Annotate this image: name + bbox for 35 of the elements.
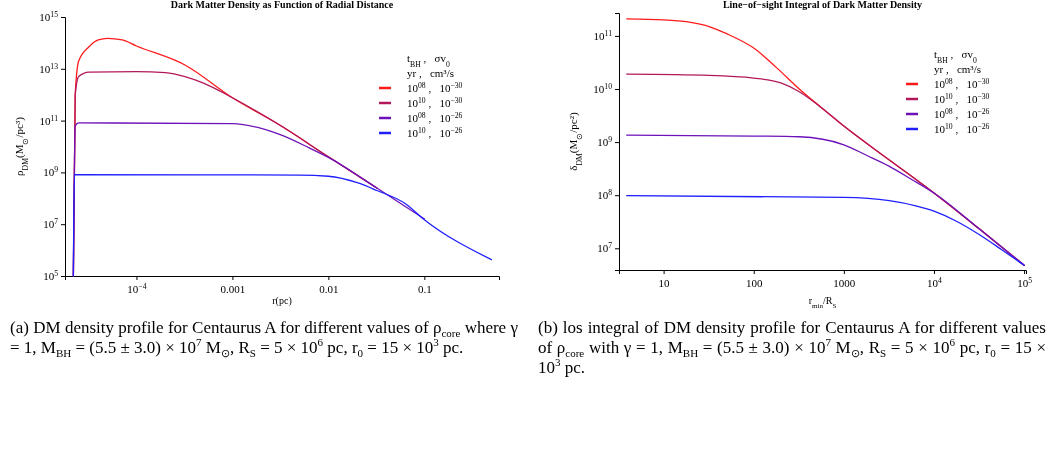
y-tick-label: 10$^{10}$ <box>593 81 613 96</box>
x-axis-title: r$_{min}$/R$_{S}$ <box>808 295 837 310</box>
chart-title: Line−of−sight Integral of Dark Matter Density <box>722 0 923 10</box>
legend-label: 10$^{10}$ , 10$^{−30}$ <box>407 95 463 109</box>
text: (a) DM density profile for Centaurus A for different values of ρ$_{core}$ where γ = 1, M$_{BH}$ = (5.5 ± 3.0) × 10$^{7}$ M$_{⊙}$, R$_{S}$ = 5 × 10$^{6}$ pc, r$_{0}$ = 15 × 10$^{3}$ pc. <box>10 318 518 360</box>
chart-title: Dark Matter Density as Function of Radial Distance <box>170 0 394 10</box>
y-tick-label: 10$^{13}$ <box>39 61 59 75</box>
x-tick-label: 0.001 <box>220 282 246 295</box>
text: (b) los integral of DM density profile for Centaurus A for different values of ρ$_{core}$ with γ = 1, M$_{BH}$ = (5.5 ± 3.0) × 10$^{7}$ M$_{⊙}$, R$_{S}$ = 5 × 10$^{6}$ pc, r$_{0}$ = 15 × 10$^{3}$ pc. <box>538 318 1046 377</box>
legend-label: 10$^{10}$ , 10$^{−26}$ <box>934 121 990 135</box>
y-tick-label: 10$^{9}$ <box>597 134 613 149</box>
y-tick-label: 10$^{7}$ <box>43 216 59 231</box>
legend-title: t$_{BH}$ , σv$_{0}$ yr , cm³/s <box>934 48 981 75</box>
y-tick-label: 10$^{11}$ <box>39 113 59 127</box>
legend-label: 10$^{08}$ , 10$^{−26}$ <box>934 106 990 120</box>
x-tick-label: 0.1 <box>417 282 432 295</box>
y-tick-label: 10$^{8}$ <box>597 187 613 202</box>
x-tick-label: 1000 <box>833 276 856 289</box>
x-tick-label: 0.01 <box>319 282 339 295</box>
y-tick-label: 10$^{11}$ <box>593 28 613 42</box>
legend-label: 10$^{08}$ , 10$^{−26}$ <box>407 110 463 124</box>
x-tick-label: 10$^{−4}$ <box>127 281 147 295</box>
x-axis-title: r(pc) <box>272 295 292 307</box>
legend-label: 10$^{10}$ , 10$^{−30}$ <box>934 91 990 105</box>
legend-label: 10$^{08}$ , 10$^{−30}$ <box>934 76 990 90</box>
x-tick-label: 10$^{5}$ <box>1017 275 1033 289</box>
y-tick-label: 10$^{7}$ <box>597 240 613 255</box>
x-tick-label: 10 <box>658 276 671 289</box>
legend-title: t$_{BH}$ , σv$_{0}$ yr , cm³/s <box>407 52 454 79</box>
y-tick-label: 10$^{9}$ <box>43 164 59 179</box>
legend-label: 10$^{08}$ , 10$^{−30}$ <box>407 80 463 94</box>
y-tick-label: 10$^{15}$ <box>39 9 59 24</box>
x-tick-label: 10$^{4}$ <box>927 275 943 289</box>
legend-label: 10$^{10}$ , 10$^{−26}$ <box>407 125 463 139</box>
x-tick-label: 100 <box>745 276 763 289</box>
